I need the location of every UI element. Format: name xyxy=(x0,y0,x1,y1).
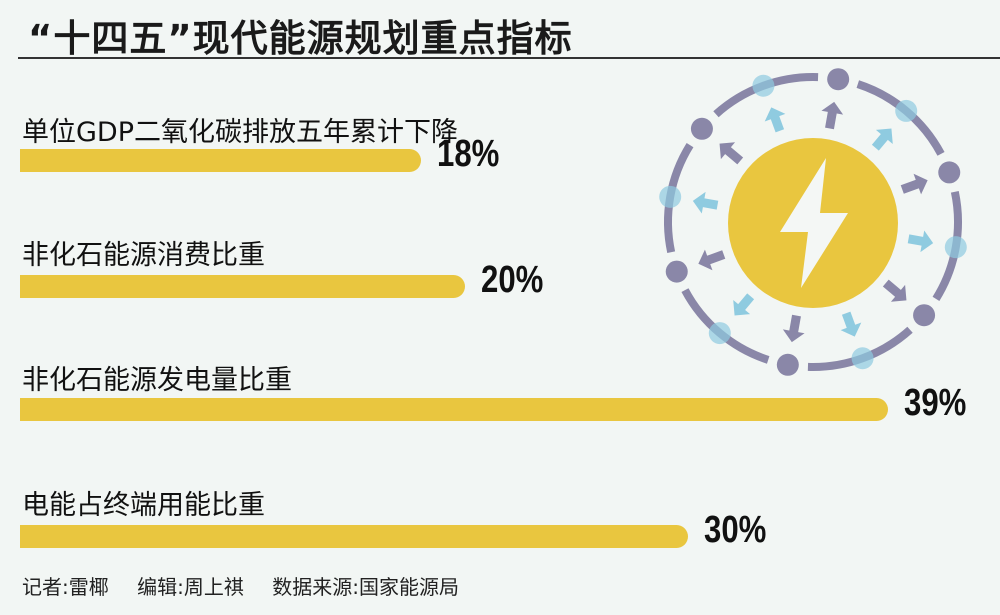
ring-dot xyxy=(690,117,713,140)
bar xyxy=(20,149,421,172)
arrow-shaft xyxy=(788,314,801,335)
ring-dot xyxy=(938,161,961,184)
accent-dot xyxy=(851,347,874,370)
arrow-shaft xyxy=(700,197,719,210)
data-label: 20% xyxy=(481,259,544,301)
arrow-icon xyxy=(719,142,744,165)
ring-dots xyxy=(659,68,967,376)
arrow-shaft xyxy=(907,234,926,247)
arrow-shaft xyxy=(900,179,921,194)
arrow-icon xyxy=(882,279,907,302)
arrows xyxy=(692,101,934,343)
ring-dot xyxy=(665,260,688,283)
category-label: 非化石能源消费比重 xyxy=(22,240,265,271)
arrow-head xyxy=(698,249,713,271)
arrow-icon xyxy=(698,249,726,271)
arrow-icon xyxy=(782,314,805,343)
reporter-credit: 记者:雷椰 xyxy=(22,575,109,599)
arrow-head xyxy=(840,322,862,337)
bar xyxy=(20,398,888,421)
accent-dot xyxy=(659,185,682,208)
arrow-icon xyxy=(840,311,862,337)
arrow-shaft xyxy=(770,114,785,133)
arrow-head xyxy=(733,299,751,316)
arrow-shaft xyxy=(841,311,856,330)
energy-illustration xyxy=(659,68,967,376)
arrow-head xyxy=(821,101,844,115)
data-label: 18% xyxy=(436,133,499,175)
data-label: 39% xyxy=(903,382,967,424)
arrow-shaft xyxy=(882,279,903,299)
arrow-head xyxy=(764,107,786,122)
arrow-shaft xyxy=(723,145,744,165)
arrow-shaft xyxy=(825,109,838,130)
chart-title: “十四五”现代能源规划重点指标 xyxy=(28,17,573,60)
arrow-icon xyxy=(821,101,844,130)
arrow-head xyxy=(782,329,805,343)
arrow-head xyxy=(890,284,907,302)
title-divider xyxy=(18,57,1000,59)
accent-dot xyxy=(708,322,731,345)
accent-dot xyxy=(944,236,967,259)
arrow-icon xyxy=(692,191,719,214)
bar xyxy=(20,275,465,298)
arrow-head xyxy=(913,173,928,195)
category-label: 电能占终端用能比重 xyxy=(22,490,265,521)
arrow-icon xyxy=(733,293,755,316)
editor-credit: 编辑:周上祺 xyxy=(137,575,244,599)
lightning-bolt-icon xyxy=(780,158,848,288)
data-source: 数据来源:国家能源局 xyxy=(272,575,459,599)
category-label: 单位GDP二氧化碳排放五年累计下降 xyxy=(22,117,458,148)
arrow-head xyxy=(719,142,736,160)
arrow-icon xyxy=(764,107,786,133)
accent-dot xyxy=(752,74,775,97)
arrow-head xyxy=(875,128,893,145)
arrow-head xyxy=(920,230,934,253)
arrow-icon xyxy=(907,230,934,253)
arrow-shaft xyxy=(705,250,726,265)
arrow-icon xyxy=(871,128,893,151)
arrow-icon xyxy=(900,173,928,195)
accent-dot xyxy=(895,99,918,122)
category-label: 非化石能源发电量比重 xyxy=(22,365,292,396)
arrow-head xyxy=(692,191,706,214)
ring-dot xyxy=(913,304,936,327)
ring-dot xyxy=(827,68,850,91)
footer-credits: 记者:雷椰 编辑:周上祺 数据来源:国家能源局 xyxy=(22,571,481,600)
ring-dot xyxy=(776,353,799,376)
bar xyxy=(20,525,688,548)
data-label: 30% xyxy=(703,509,766,551)
